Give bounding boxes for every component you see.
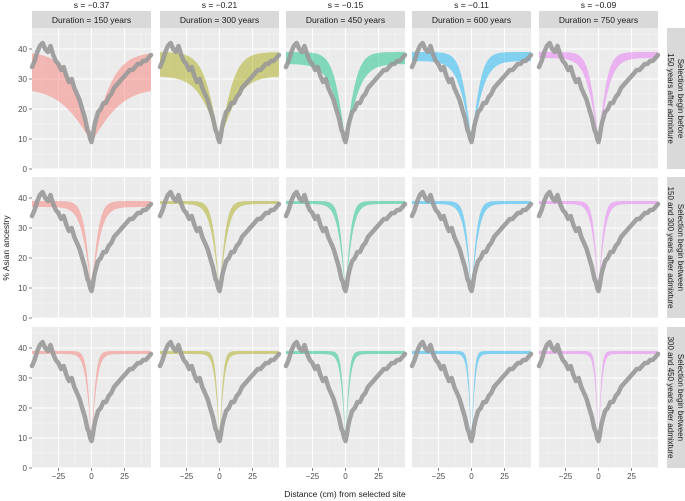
row-strip xyxy=(667,28,685,169)
y-axis-title: % Asian ancestry xyxy=(1,215,11,281)
row-strip-label: 150 years after admixture xyxy=(666,53,675,144)
observed-ancestry-line xyxy=(536,339,661,444)
x-tick-label: 0 xyxy=(596,472,601,481)
column-strip xyxy=(539,11,658,28)
x-tick-label: 0 xyxy=(343,472,348,481)
y-tick-label: 40 xyxy=(18,45,27,54)
observed-ancestry-line xyxy=(29,189,154,294)
column-header-s-value: s = −0.15 xyxy=(328,0,364,10)
observed-ancestry-line xyxy=(157,40,282,145)
y-tick-label: 20 xyxy=(18,404,27,413)
y-tick-label: 20 xyxy=(18,254,27,263)
row-strip-label: Selection begin before xyxy=(676,59,685,139)
y-tick-label: 40 xyxy=(18,194,27,203)
x-tick-label: 0 xyxy=(469,472,474,481)
y-tick-label: 0 xyxy=(23,314,28,323)
y-tick-label: 10 xyxy=(18,284,27,293)
y-tick-label: 40 xyxy=(18,344,27,353)
simulated-band xyxy=(412,52,531,142)
observed-ancestry-line xyxy=(157,339,282,444)
column-header-s-value: s = −0.37 xyxy=(74,0,110,10)
x-tick-label: 0 xyxy=(89,472,94,481)
column-strip xyxy=(286,11,405,28)
y-tick-label: 0 xyxy=(23,165,28,174)
y-tick-label: 0 xyxy=(23,464,28,473)
observed-ancestry-line xyxy=(29,339,154,444)
x-tick-label: 25 xyxy=(120,472,129,481)
column-strip-label: Duration = 750 years xyxy=(559,15,638,25)
x-tick-label: −25 xyxy=(180,472,194,481)
x-tick-label: 25 xyxy=(248,472,257,481)
x-tick-label: 0 xyxy=(217,472,222,481)
column-strip-label: Duration = 600 years xyxy=(432,15,511,25)
observed-ancestry-line xyxy=(536,40,661,145)
column-header-s-value: s = −0.09 xyxy=(581,0,617,10)
column-strip xyxy=(412,11,531,28)
x-tick-label: 25 xyxy=(627,472,636,481)
x-tick-label: −25 xyxy=(306,472,320,481)
simulated-band xyxy=(160,52,279,142)
observed-ancestry-line xyxy=(283,40,408,145)
column-strip xyxy=(32,11,151,28)
y-tick-label: 10 xyxy=(18,135,27,144)
simulated-band xyxy=(32,53,151,142)
observed-ancestry-line xyxy=(409,40,534,145)
x-tick-label: −25 xyxy=(52,472,66,481)
y-axis-title-group: % Asian ancestry xyxy=(1,215,11,281)
simulated-band xyxy=(286,52,405,142)
row-strip-label: 300 and 450 years after admixture xyxy=(666,337,675,459)
x-tick-label: −25 xyxy=(559,472,573,481)
column-strip-label: Duration = 450 years xyxy=(306,15,385,25)
row-strip-label: Selection begin between xyxy=(676,354,685,441)
row-strip xyxy=(667,327,685,468)
column-strip-label: Duration = 150 years xyxy=(52,15,131,25)
column-header-s-value: s = −0.21 xyxy=(202,0,238,10)
observed-ancestry-line xyxy=(283,189,408,294)
y-tick-label: 30 xyxy=(18,75,27,84)
column-strip-label: Duration = 300 years xyxy=(180,15,259,25)
y-tick-label: 30 xyxy=(18,374,27,383)
x-axis-title: Distance (cm) from selected site xyxy=(284,489,406,499)
observed-ancestry-line xyxy=(29,40,154,145)
observed-ancestry-line xyxy=(409,339,534,444)
column-header-s-value: s = −0.11 xyxy=(454,0,489,10)
x-tick-label: 25 xyxy=(374,472,383,481)
x-tick-label: −25 xyxy=(432,472,446,481)
y-tick-label: 10 xyxy=(18,434,27,443)
observed-ancestry-line xyxy=(409,189,534,294)
observed-ancestry-line xyxy=(157,189,282,294)
column-strip xyxy=(160,11,279,28)
x-tick-label: 25 xyxy=(500,472,509,481)
row-strip-label: Selection begin between xyxy=(676,204,685,291)
row-strip xyxy=(667,177,685,318)
row-strip-label: 150 and 300 years after admixture xyxy=(666,187,675,309)
observed-ancestry-line xyxy=(536,189,661,294)
observed-ancestry-line xyxy=(283,339,408,444)
y-tick-label: 30 xyxy=(18,224,27,233)
y-tick-label: 20 xyxy=(18,105,27,114)
